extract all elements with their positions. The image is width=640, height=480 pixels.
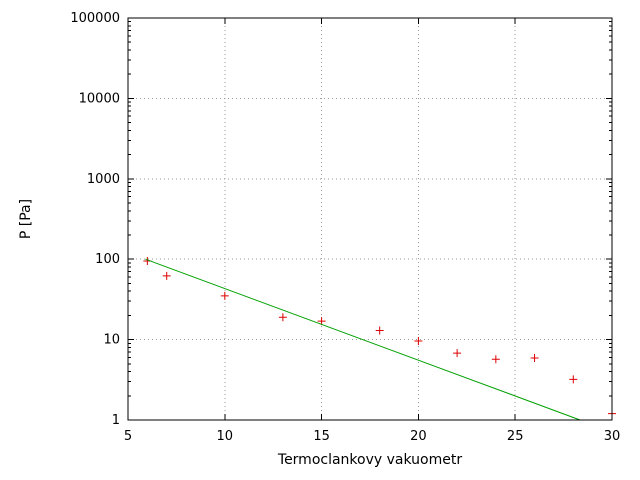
x-tick-label: 15 [313,429,330,444]
y-tick-label: 100000 [70,11,120,26]
data-point [569,375,578,384]
x-tick-label: 30 [604,429,621,444]
y-tick-label: 10000 [79,91,120,106]
y-tick-label: 1000 [87,172,120,187]
y-tick-label: 100 [95,252,120,267]
data-point [162,271,171,280]
fit-line [145,258,581,421]
data-point [375,326,384,335]
y-tick-label: 10 [103,333,120,348]
x-tick-label: 20 [410,429,427,444]
y-tick-label: 1 [112,413,120,428]
x-tick-label: 5 [124,429,132,444]
x-axis-title: Termoclankovy vakuometr [277,452,463,468]
y-axis-title: P [Pa] [18,198,34,240]
x-tick-label: 25 [507,429,524,444]
plot-border [127,17,613,421]
data-point [317,317,326,326]
data-point [278,313,287,322]
data-point [530,354,539,363]
data-point [491,355,500,364]
x-tick-label: 10 [217,429,234,444]
data-point [453,349,462,358]
data-point [220,291,229,300]
data-point [414,337,423,346]
